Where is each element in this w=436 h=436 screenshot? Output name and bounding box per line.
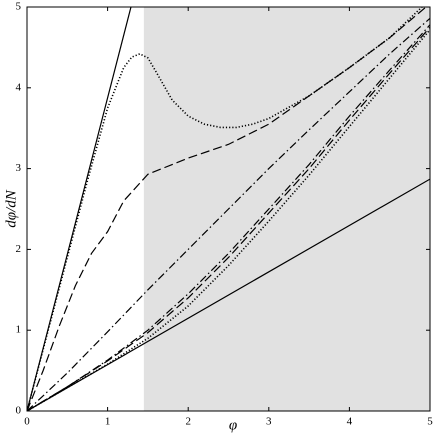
line-series: [27, 29, 430, 411]
y-tick-label: 5: [16, 1, 22, 13]
x-tick-label: 2: [185, 416, 191, 428]
x-axis-label: φ: [229, 417, 237, 433]
line-series: [27, 7, 423, 411]
x-tick-label: 4: [347, 416, 353, 428]
line-series: [27, 26, 430, 411]
x-tick-label: 0: [24, 416, 30, 428]
y-tick-label: 0: [16, 405, 22, 417]
y-tick-label: 2: [16, 243, 22, 255]
shaded-region: [143, 7, 430, 411]
y-tick-label: 1: [16, 324, 22, 336]
line-series: [27, 17, 430, 411]
line-series: [27, 7, 427, 411]
y-tick-label: 4: [16, 81, 22, 93]
y-axis-label: dφ/dN: [3, 189, 19, 227]
x-tick-label: 3: [266, 416, 272, 428]
y-tick-label: 3: [16, 162, 22, 174]
x-tick-label: 5: [427, 416, 433, 428]
x-tick-label: 1: [105, 416, 111, 428]
plot-area: [27, 7, 430, 411]
frame: [26, 6, 431, 412]
line-series: [27, 7, 132, 411]
